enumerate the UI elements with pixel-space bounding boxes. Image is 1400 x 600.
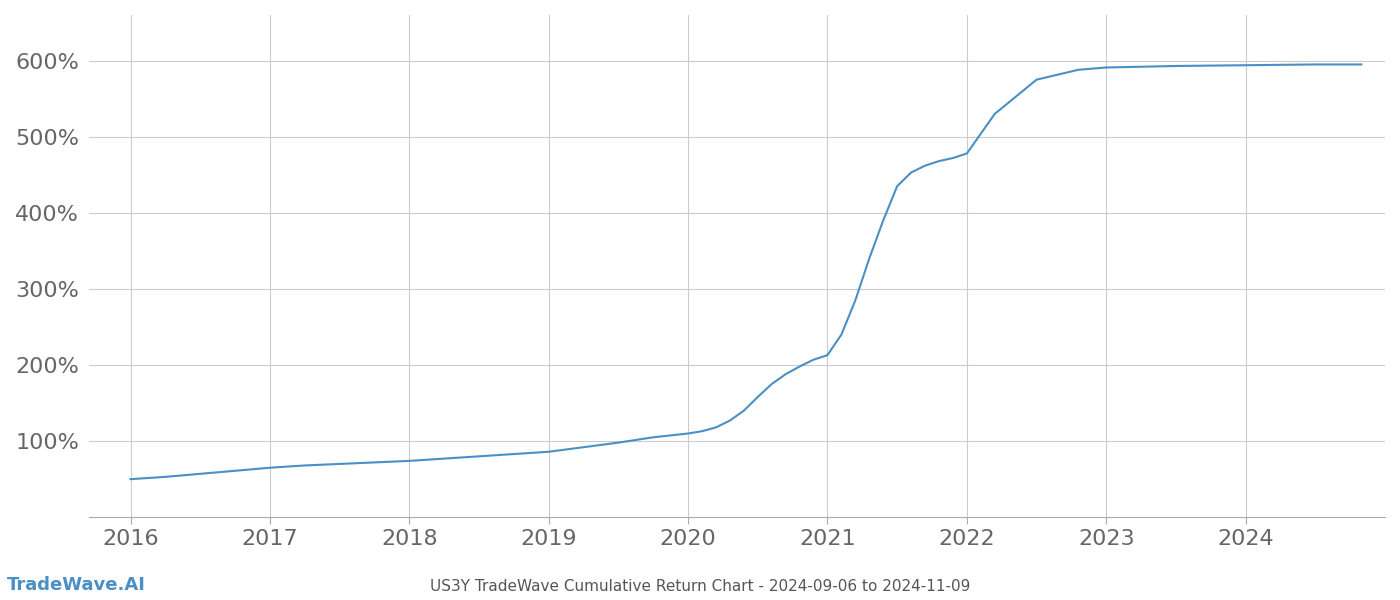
Text: TradeWave.AI: TradeWave.AI [7, 576, 146, 594]
Text: US3Y TradeWave Cumulative Return Chart - 2024-09-06 to 2024-11-09: US3Y TradeWave Cumulative Return Chart -… [430, 579, 970, 594]
